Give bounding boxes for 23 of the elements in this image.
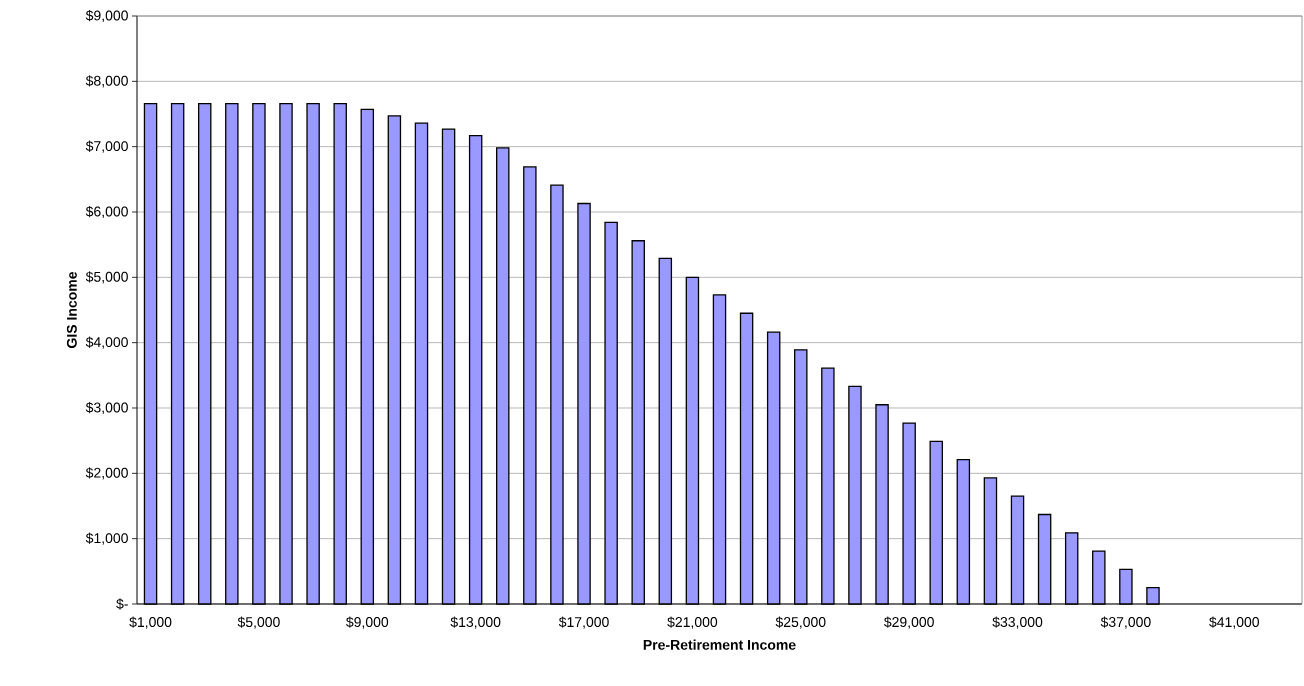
y-tick-label: $2,000 — [85, 467, 128, 480]
y-tick-label: $7,000 — [85, 140, 128, 153]
x-tick-label: $5,000 — [237, 616, 280, 629]
x-tick-label: $1,000 — [129, 616, 172, 629]
x-tick-label: $41,000 — [1209, 616, 1260, 629]
y-axis-title: GIS Income — [66, 271, 77, 348]
x-tick-label: $21,000 — [667, 616, 718, 629]
x-tick-label: $17,000 — [558, 616, 609, 629]
y-tick-label: $9,000 — [85, 9, 128, 23]
y-tick-label: $- — [116, 598, 128, 610]
x-axis-title: Pre-Retirement Income — [643, 639, 796, 650]
y-tick-label: $6,000 — [85, 205, 128, 219]
x-tick-label: $13,000 — [450, 616, 501, 629]
y-tick-label: $4,000 — [85, 336, 128, 349]
y-tick-label: $5,000 — [85, 271, 128, 284]
x-tick-label: $29,000 — [884, 616, 934, 629]
y-tick-label: $3,000 — [85, 401, 128, 415]
x-tick-label: $25,000 — [775, 616, 826, 629]
x-tick-label: $33,000 — [992, 616, 1043, 629]
y-tick-label: $8,000 — [85, 75, 128, 88]
y-tick-label: $1,000 — [85, 532, 128, 545]
x-tick-label: $37,000 — [1100, 616, 1151, 629]
x-tick-label: $9,000 — [346, 616, 389, 629]
